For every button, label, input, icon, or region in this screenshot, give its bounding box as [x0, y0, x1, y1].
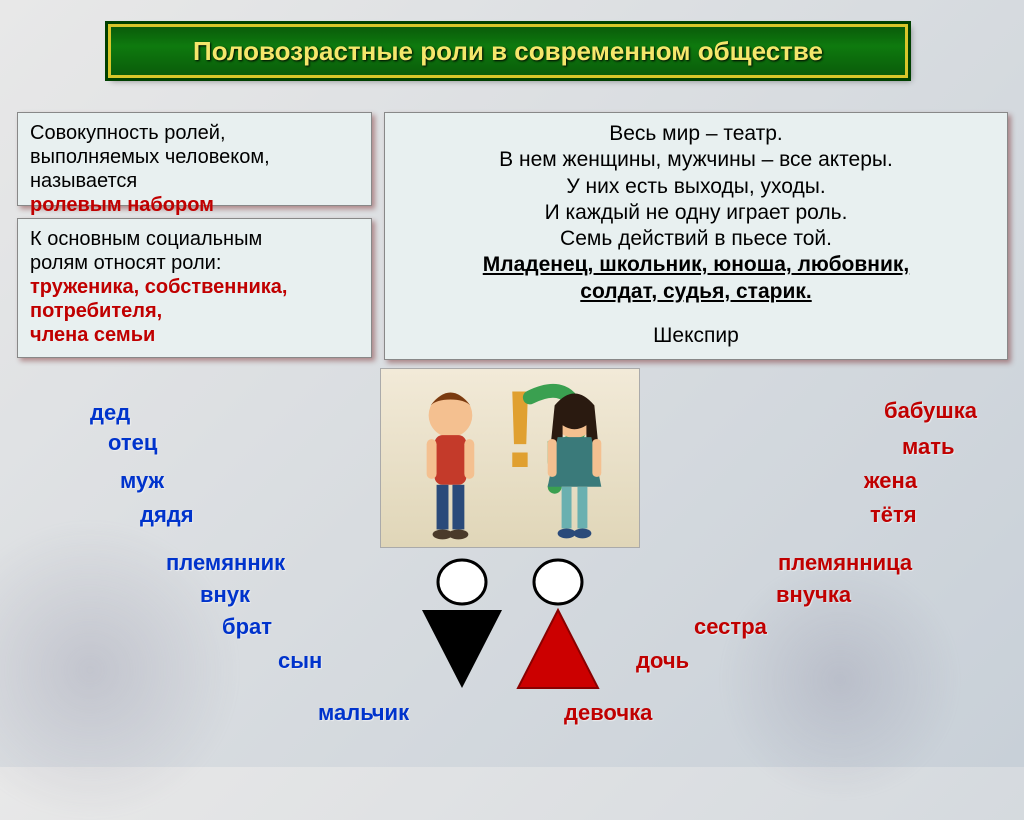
roles-box: К основным социальным ролям относят роли… — [17, 218, 372, 358]
male-label-0: дед — [90, 400, 130, 426]
roles-line5: члена семьи — [30, 323, 359, 347]
svg-text:!: ! — [502, 369, 538, 491]
def-line4: ролевым набором — [30, 193, 359, 217]
definition-box: Совокупность ролей, выполняемых человеко… — [17, 112, 372, 206]
female-label-3: тётя — [870, 502, 917, 528]
roles-line4: потребителя, — [30, 299, 359, 323]
def-line2: выполняемых человеком, — [30, 145, 359, 169]
quote-l4: И каждый не одну играет роль. — [397, 200, 995, 226]
children-svg: ! — [381, 368, 639, 547]
quote-l6: Младенец, школьник, юноша, любовник, — [397, 252, 995, 278]
slide-title: Половозрастные роли в современном общест… — [108, 24, 908, 78]
gender-symbols — [400, 558, 620, 708]
female-label-8: девочка — [564, 700, 652, 726]
male-label-2: муж — [120, 468, 164, 494]
quote-box: Весь мир – театр. В нем женщины, мужчины… — [384, 112, 1008, 360]
roles-line3: труженика, собственника, — [30, 275, 359, 299]
quote-l5: Семь действий в пьесе той. — [397, 226, 995, 252]
children-illustration: ! — [380, 368, 640, 548]
roles-line2: ролям относят роли: — [30, 251, 359, 275]
female-label-4: племянница — [778, 550, 912, 576]
female-label-6: сестра — [694, 614, 767, 640]
male-label-8: мальчик — [318, 700, 409, 726]
female-label-1: мать — [902, 434, 955, 460]
female-label-7: дочь — [636, 648, 689, 674]
male-label-5: внук — [200, 582, 250, 608]
quote-author: Шекспир — [397, 323, 995, 349]
male-label-4: племянник — [166, 550, 285, 576]
def-line1: Совокупность ролей, — [30, 121, 359, 145]
female-label-0: бабушка — [884, 398, 977, 424]
quote-l7: солдат, судья, старик. — [397, 279, 995, 305]
def-line3: называется — [30, 169, 359, 193]
male-label-3: дядя — [140, 502, 194, 528]
roles-line1: К основным социальным — [30, 227, 359, 251]
female-label-2: жена — [864, 468, 917, 494]
male-label-6: брат — [222, 614, 272, 640]
female-label-5: внучка — [776, 582, 851, 608]
quote-l2: В нем женщины, мужчины – все актеры. — [397, 147, 995, 173]
male-label-1: отец — [108, 430, 157, 456]
quote-l3: У них есть выходы, уходы. — [397, 174, 995, 200]
quote-l1: Весь мир – театр. — [397, 121, 995, 147]
male-label-7: сын — [278, 648, 322, 674]
